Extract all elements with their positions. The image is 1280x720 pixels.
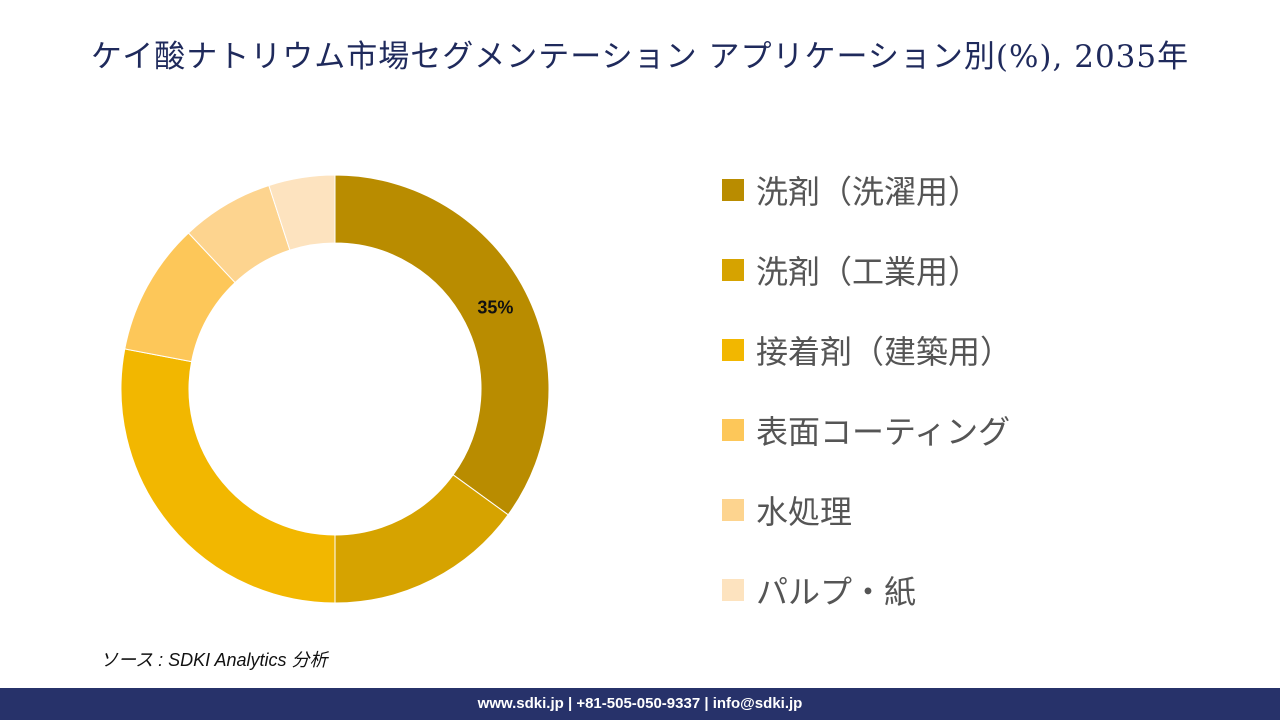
legend-item-2: 洗剤（工業用） xyxy=(722,230,1242,310)
donut-slice-1 xyxy=(334,174,550,516)
legend: 洗剤（洗濯用） 洗剤（工業用） 接着剤（建築用） 表面コーティング 水処理パルプ・紙 xyxy=(722,150,1242,630)
donut-slice-3 xyxy=(120,348,336,604)
legend-swatch xyxy=(722,419,744,441)
legend-label: 水処理 xyxy=(756,493,853,531)
legend-item-4: 表面コーティング xyxy=(722,390,1242,470)
footer-contact: www.sdki.jp | +81-505-050-9337 | info@sd… xyxy=(0,688,1280,720)
legend-item-3: 接着剤（建築用） xyxy=(722,310,1242,390)
data-label-1: 35% xyxy=(477,297,513,317)
legend-swatch xyxy=(722,579,744,601)
legend-swatch xyxy=(722,339,744,361)
source-note: ソース : SDKI Analytics 分析 xyxy=(100,650,328,670)
legend-item-5: 水処理 xyxy=(722,470,1242,550)
donut-slice-6 xyxy=(268,174,336,251)
legend-swatch xyxy=(722,259,744,281)
legend-label: 表面コーティング xyxy=(756,413,1011,451)
legend-item-1: 洗剤（洗濯用） xyxy=(722,150,1242,230)
donut-chart: 35% xyxy=(120,174,550,604)
legend-item-6: パルプ・紙 xyxy=(722,550,1242,630)
legend-swatch xyxy=(722,179,744,201)
legend-label: 接着剤（建築用） xyxy=(756,333,1013,371)
legend-swatch xyxy=(722,499,744,521)
chart-title: ケイ酸ナトリウム市場セグメンテーション アプリケーション別(%), 2035年 xyxy=(90,39,1190,75)
legend-label: 洗剤（工業用） xyxy=(756,253,981,291)
legend-label: 洗剤（洗濯用） xyxy=(756,173,981,211)
legend-label: パルプ・紙 xyxy=(756,573,917,611)
